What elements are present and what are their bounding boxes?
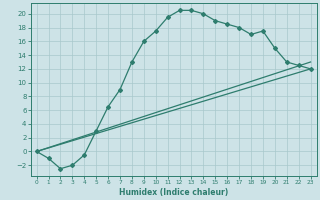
X-axis label: Humidex (Indice chaleur): Humidex (Indice chaleur)	[119, 188, 228, 197]
